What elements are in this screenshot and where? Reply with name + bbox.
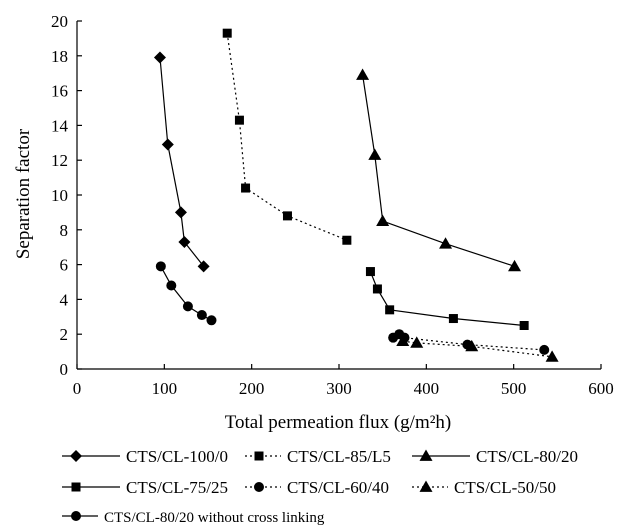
data-point-cts-cl-80-20-without-cross-linking (155, 261, 166, 272)
data-point-cts-cl-75-25 (372, 284, 382, 294)
data-point-cts-cl-80-20-without-cross-linking (206, 315, 217, 326)
data-point-cts-cl-80-20 (368, 148, 382, 160)
data-point-cts-cl-80-20-without-cross-linking (182, 301, 193, 312)
y-tick-label: 10 (51, 186, 68, 205)
y-tick-label: 6 (60, 256, 69, 275)
y-ticks: 0 2 4 6 8 10 12 14 16 18 20 (51, 12, 82, 379)
data-point-cts-cl-80-20 (376, 214, 390, 226)
x-tick-label: 300 (326, 379, 352, 398)
data-point-cts-cl-100-0 (174, 206, 187, 219)
data-point-cts-cl-100-0 (153, 51, 166, 64)
plot-markers (153, 28, 559, 362)
legend-marker (254, 482, 264, 492)
legend-marker (419, 449, 433, 461)
data-point-cts-cl-85-l5 (234, 115, 244, 125)
legend-item-cts-cl-100-0: CTS/CL-100/0 (62, 447, 228, 466)
legend-item-cts-cl-80-20: CTS/CL-80/20 (412, 447, 578, 466)
x-tick-label: 600 (588, 379, 614, 398)
y-tick-label: 18 (51, 47, 68, 66)
legend-label: CTS/CL-75/25 (126, 478, 228, 497)
series-line-cts-cl-75-25 (369, 271, 525, 327)
y-tick-label: 20 (51, 12, 68, 31)
x-axis-title: Total permeation flux (g/m²h) (225, 412, 452, 433)
x-tick-label: 200 (239, 379, 265, 398)
legend-item-cts-cl-75-25: CTS/CL-75/25 (62, 478, 228, 497)
data-point-cts-cl-80-20-without-cross-linking (196, 310, 207, 321)
x-tick-label: 400 (414, 379, 440, 398)
legend-label: CTS/CL-50/50 (454, 478, 556, 497)
data-point-cts-cl-75-25 (385, 305, 395, 315)
data-point-cts-cl-75-25 (448, 314, 458, 324)
legend-item-cts-cl-60-40: CTS/CL-60/40 (245, 478, 389, 497)
data-point-cts-cl-80-20 (508, 259, 522, 272)
data-point-cts-cl-75-25 (519, 321, 529, 330)
legend-label: CTS/CL-100/0 (126, 447, 228, 466)
data-point-cts-cl-50-50 (545, 350, 559, 362)
series-line-cts-cl-80-20 (362, 74, 515, 267)
data-point-cts-cl-100-0 (161, 138, 174, 151)
data-point-cts-cl-100-0 (178, 235, 191, 248)
x-tick-label: 100 (152, 379, 178, 398)
legend-marker (70, 450, 82, 462)
series-line-cts-cl-100-0 (159, 57, 205, 267)
y-tick-label: 4 (60, 290, 69, 309)
data-point-cts-cl-50-50 (465, 339, 479, 352)
legend-marker (419, 480, 433, 492)
y-tick-label: 2 (60, 325, 69, 344)
legend: CTS/CL-100/0 CTS/CL-85/L5 CTS/CL-80/20 CTS/… (62, 447, 578, 525)
legend-marker (254, 451, 264, 461)
data-point-cts-cl-100-0 (197, 260, 210, 273)
data-point-cts-cl-85-l5 (282, 211, 292, 221)
y-tick-label: 8 (60, 221, 69, 240)
series-line-cts-cl-85-l5 (226, 33, 348, 241)
plot-lines (159, 33, 553, 358)
legend-label: CTS/CL-80/20 (476, 447, 578, 466)
y-axis-title: Separation factor (13, 128, 34, 259)
legend-marker (71, 482, 81, 492)
legend-label: CTS/CL-85/L5 (287, 447, 391, 466)
data-point-cts-cl-80-20 (356, 68, 370, 80)
legend-item-cts-cl-50-50: CTS/CL-50/50 (412, 478, 556, 497)
data-point-cts-cl-75-25 (365, 267, 375, 277)
legend-item-cts-cl-85-l5: CTS/CL-85/L5 (245, 447, 391, 466)
legend-marker (71, 511, 81, 521)
x-tick-label: 0 (73, 379, 82, 398)
data-point-cts-cl-60-40 (539, 344, 550, 355)
data-point-cts-cl-50-50 (410, 336, 424, 348)
legend-label: CTS/CL-60/40 (287, 478, 389, 497)
data-point-cts-cl-50-50 (396, 334, 410, 347)
x-ticks: 0 100 200 300 400 500 600 (73, 364, 614, 398)
data-point-cts-cl-80-20 (439, 237, 453, 249)
y-tick-label: 0 (60, 360, 69, 379)
x-tick-label: 500 (501, 379, 527, 398)
legend-item-cts-cl-80-20-without-cross-linking: CTS/CL-80/20 without cross linking (62, 510, 325, 525)
data-point-cts-cl-80-20-without-cross-linking (166, 280, 177, 291)
data-point-cts-cl-85-l5 (342, 235, 352, 245)
y-tick-label: 16 (51, 82, 68, 101)
y-tick-label: 14 (51, 116, 69, 135)
data-point-cts-cl-85-l5 (222, 28, 232, 38)
series-line-cts-cl-50-50 (402, 340, 553, 358)
legend-label: CTS/CL-80/20 without cross linking (104, 510, 325, 525)
data-point-cts-cl-85-l5 (241, 183, 251, 193)
y-tick-label: 12 (51, 151, 68, 170)
